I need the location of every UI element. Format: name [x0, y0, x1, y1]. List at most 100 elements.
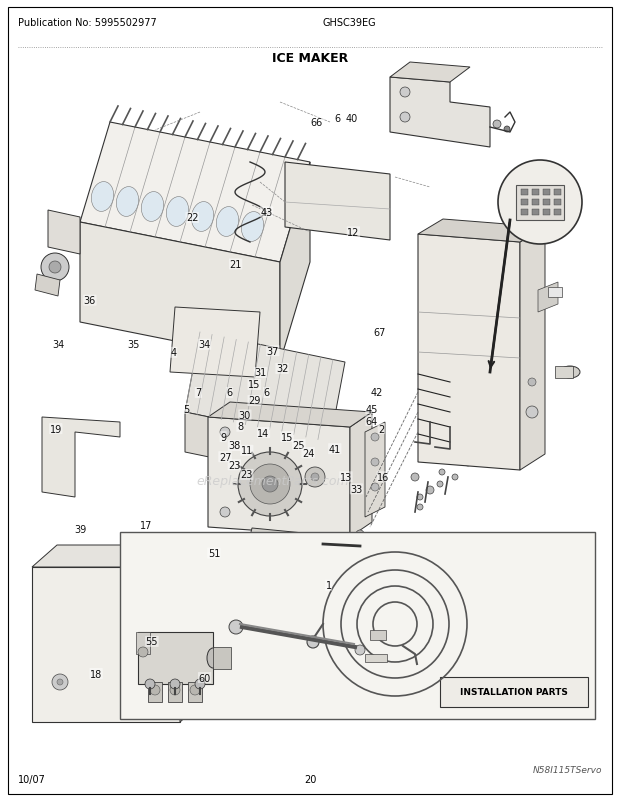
Bar [370, 630, 386, 640]
Circle shape [220, 427, 230, 437]
Circle shape [426, 486, 434, 494]
Circle shape [356, 530, 364, 538]
Circle shape [400, 113, 410, 123]
Text: 33: 33 [350, 484, 363, 494]
Circle shape [498, 160, 582, 245]
Bar [148, 683, 162, 702]
Text: 1: 1 [326, 581, 332, 590]
Text: 6: 6 [226, 388, 232, 398]
Circle shape [371, 433, 379, 441]
Ellipse shape [207, 648, 219, 668]
Polygon shape [42, 418, 120, 497]
Ellipse shape [216, 208, 239, 237]
Polygon shape [35, 274, 60, 297]
Circle shape [52, 674, 68, 691]
Polygon shape [170, 308, 260, 378]
Circle shape [188, 638, 196, 646]
Circle shape [371, 459, 379, 467]
Bar [521, 190, 528, 196]
Text: 41: 41 [329, 444, 341, 454]
Circle shape [365, 541, 375, 550]
Bar [120, 533, 595, 719]
Text: 35: 35 [127, 340, 140, 350]
Text: 38: 38 [228, 441, 241, 451]
Circle shape [41, 253, 69, 282]
Circle shape [526, 407, 538, 419]
Ellipse shape [560, 367, 580, 379]
Polygon shape [280, 163, 310, 363]
Text: 24: 24 [302, 448, 314, 458]
Polygon shape [80, 223, 280, 363]
Polygon shape [48, 211, 80, 255]
Circle shape [482, 565, 558, 640]
Polygon shape [185, 412, 330, 482]
Text: 32: 32 [276, 364, 288, 374]
Text: 34: 34 [198, 340, 211, 350]
Circle shape [417, 504, 423, 510]
Bar [532, 200, 539, 206]
Circle shape [517, 577, 523, 583]
Circle shape [305, 468, 325, 488]
Polygon shape [350, 412, 372, 537]
Polygon shape [32, 545, 205, 567]
Text: 2: 2 [378, 424, 384, 434]
Circle shape [250, 464, 290, 504]
Text: 20: 20 [304, 774, 316, 784]
Circle shape [352, 538, 364, 550]
Text: 4: 4 [170, 348, 177, 358]
Text: 8: 8 [237, 422, 243, 431]
Ellipse shape [241, 213, 264, 242]
Bar [554, 200, 561, 206]
Bar [138, 632, 213, 684]
Bar [532, 190, 539, 196]
Ellipse shape [305, 537, 317, 553]
Text: 51: 51 [208, 549, 220, 558]
Bar [440, 677, 588, 707]
Text: 64: 64 [366, 416, 378, 426]
Text: 66: 66 [310, 118, 322, 128]
Text: 42: 42 [371, 388, 383, 398]
Bar [365, 654, 387, 662]
Ellipse shape [91, 182, 113, 213]
Text: 16: 16 [377, 472, 389, 482]
Text: 37: 37 [267, 346, 279, 356]
Text: 55: 55 [146, 637, 158, 646]
Text: 13: 13 [340, 472, 352, 482]
Circle shape [493, 121, 501, 129]
Circle shape [371, 484, 379, 492]
Text: 15: 15 [248, 380, 260, 390]
Circle shape [494, 606, 508, 620]
Text: 27: 27 [219, 452, 231, 462]
Text: 14: 14 [257, 428, 270, 438]
Ellipse shape [192, 202, 214, 232]
Circle shape [464, 459, 472, 467]
Bar [521, 200, 528, 206]
Circle shape [195, 679, 205, 689]
Text: 25: 25 [293, 440, 305, 450]
Text: 60: 60 [198, 673, 211, 683]
Text: 40: 40 [346, 114, 358, 124]
Circle shape [145, 679, 155, 689]
Circle shape [536, 610, 542, 616]
Polygon shape [185, 333, 345, 443]
Bar [532, 210, 539, 216]
Bar [543, 200, 550, 206]
Text: 30: 30 [239, 411, 251, 420]
Polygon shape [365, 423, 385, 517]
Ellipse shape [117, 188, 139, 217]
Text: Publication No: 5995502977: Publication No: 5995502977 [18, 18, 157, 28]
Text: 15: 15 [281, 432, 293, 442]
Circle shape [437, 481, 443, 488]
Circle shape [452, 475, 458, 480]
Polygon shape [390, 63, 470, 83]
Polygon shape [248, 529, 314, 550]
Text: 11: 11 [241, 446, 253, 456]
Polygon shape [538, 282, 558, 313]
Polygon shape [520, 228, 545, 471]
Polygon shape [390, 78, 490, 148]
Text: 10/07: 10/07 [18, 774, 46, 784]
Text: 19: 19 [50, 424, 62, 434]
Bar [543, 190, 550, 196]
Text: eReplacementParts.com: eReplacementParts.com [197, 475, 349, 488]
Circle shape [311, 473, 319, 481]
